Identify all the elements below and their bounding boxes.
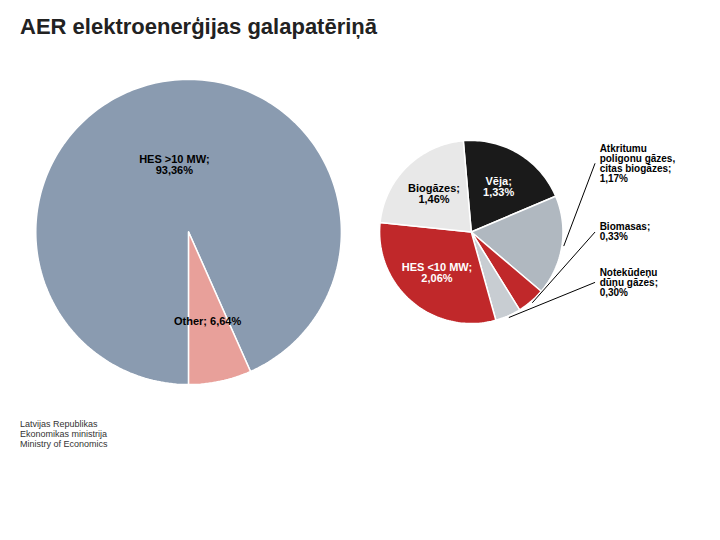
svg-text:HES >10 MW;93,36%: HES >10 MW;93,36% — [139, 153, 209, 176]
svg-text:Other; 6,64%: Other; 6,64% — [174, 315, 241, 327]
svg-text:Biomasas;0,33%: Biomasas;0,33% — [600, 221, 651, 242]
svg-text:Notekūdeņudūņu gāzes;0,30%: Notekūdeņudūņu gāzes;0,30% — [600, 267, 658, 298]
svg-text:HES <10 MW;2,06%: HES <10 MW;2,06% — [402, 261, 472, 284]
html-text:Latvijas Republikas Ekonomikas: Latvijas Republikas Ekonomikas ministrij… — [20, 419, 108, 449]
html-text:AER elektroenerģijas galapatēr: AER elektroenerģijas galapatēriņā — [20, 14, 377, 39]
svg-text:Vēja;1,33%: Vēja;1,33% — [483, 174, 514, 197]
svg-text:Biogāzes;1,46%: Biogāzes;1,46% — [408, 182, 460, 205]
svg-text:Atkritumupoligonu gāzes,citas: Atkritumupoligonu gāzes,citas biogāzes;1… — [600, 143, 676, 184]
